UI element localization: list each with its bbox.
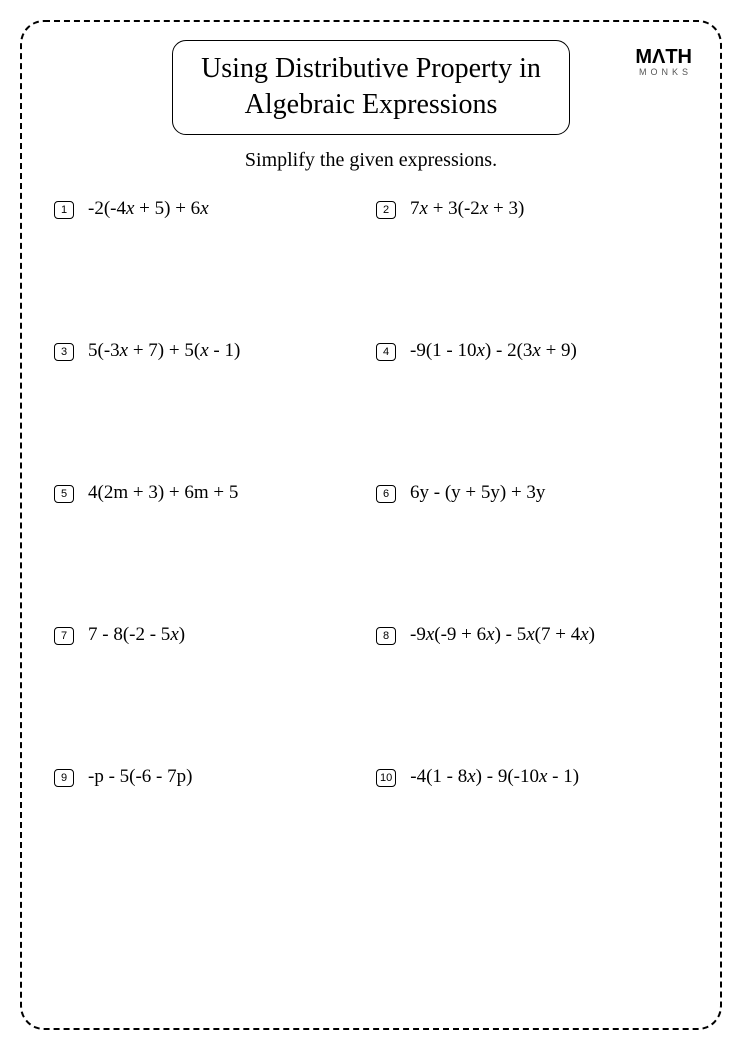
problem-number-badge: 3 [54, 343, 74, 361]
title-line-2: Algebraic Expressions [201, 87, 541, 123]
instruction-text: Simplify the given expressions. [50, 149, 692, 172]
title-box: Using Distributive Property in Algebraic… [172, 40, 570, 135]
problem-number-badge: 7 [54, 627, 74, 645]
problem-item: 3 5(-3x + 7) + 5(x - 1) [54, 340, 366, 362]
problem-item: 6 6y - (y + 5y) + 3y [376, 482, 688, 504]
problem-expression: -p - 5(-6 - 7p) [88, 766, 192, 788]
problem-expression: -2(-4x + 5) + 6x [88, 198, 209, 220]
problem-item: 5 4(2m + 3) + 6m + 5 [54, 482, 366, 504]
problem-number-badge: 5 [54, 485, 74, 503]
problem-expression: -9(1 - 10x) - 2(3x + 9) [410, 340, 577, 362]
worksheet-content: Using Distributive Property in Algebraic… [20, 20, 722, 1030]
problem-expression: 4(2m + 3) + 6m + 5 [88, 482, 238, 504]
problem-number-badge: 6 [376, 485, 396, 503]
brand-logo: MΛTH MONKS [635, 46, 692, 77]
problem-number-badge: 2 [376, 201, 396, 219]
problem-number-badge: 10 [376, 769, 396, 787]
problem-expression: 5(-3x + 7) + 5(x - 1) [88, 340, 240, 362]
logo-text-bottom: MONKS [635, 67, 692, 77]
problem-item: 10 -4(1 - 8x) - 9(-10x - 1) [376, 766, 688, 788]
problem-expression: 6y - (y + 5y) + 3y [410, 482, 545, 504]
problems-grid: 1 -2(-4x + 5) + 6x 2 7x + 3(-2x + 3) 3 5… [50, 198, 692, 788]
problem-expression: -4(1 - 8x) - 9(-10x - 1) [410, 766, 579, 788]
problem-expression: 7 - 8(-2 - 5x) [88, 624, 185, 646]
title-line-1: Using Distributive Property in [201, 51, 541, 87]
header-row: Using Distributive Property in Algebraic… [50, 40, 692, 135]
problem-expression: 7x + 3(-2x + 3) [410, 198, 524, 220]
problem-number-badge: 9 [54, 769, 74, 787]
problem-item: 8 -9x(-9 + 6x) - 5x(7 + 4x) [376, 624, 688, 646]
problem-number-badge: 1 [54, 201, 74, 219]
problem-expression: -9x(-9 + 6x) - 5x(7 + 4x) [410, 624, 595, 646]
problem-item: 1 -2(-4x + 5) + 6x [54, 198, 366, 220]
problem-number-badge: 4 [376, 343, 396, 361]
problem-item: 9 -p - 5(-6 - 7p) [54, 766, 366, 788]
logo-text-top: MΛTH [635, 46, 692, 69]
problem-item: 2 7x + 3(-2x + 3) [376, 198, 688, 220]
problem-item: 4 -9(1 - 10x) - 2(3x + 9) [376, 340, 688, 362]
problem-item: 7 7 - 8(-2 - 5x) [54, 624, 366, 646]
problem-number-badge: 8 [376, 627, 396, 645]
